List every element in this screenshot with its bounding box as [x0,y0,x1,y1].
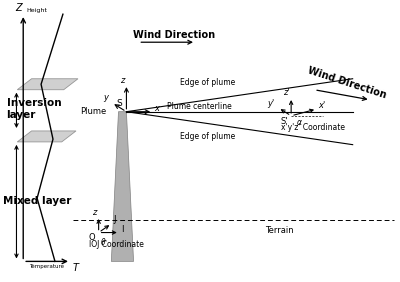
Text: x: x [154,104,159,113]
Text: S: S [117,99,122,108]
Text: O: O [89,233,96,242]
Text: T: T [73,263,79,273]
Text: Terrain: Terrain [265,226,294,235]
Text: Edge of plume: Edge of plume [180,78,236,87]
Text: Wind Direction: Wind Direction [306,65,387,100]
Text: Z: Z [16,3,22,13]
Text: y: y [103,93,108,102]
Text: x'y'z' Coordinate: x'y'z' Coordinate [281,123,345,132]
Text: $\alpha$: $\alpha$ [296,118,303,127]
Text: Plume centerline: Plume centerline [168,102,232,111]
Text: Inversion
layer: Inversion layer [6,98,61,120]
Text: Mixed layer: Mixed layer [3,196,72,206]
Text: I: I [121,225,124,234]
Text: S': S' [280,117,288,126]
Text: J: J [113,215,116,224]
Text: Edge of plume: Edge of plume [180,132,236,141]
Text: $\theta$: $\theta$ [100,236,106,247]
Text: Wind Direction: Wind Direction [133,30,215,40]
Text: Plume: Plume [80,107,106,116]
Text: IOJ Coordinate: IOJ Coordinate [89,240,144,249]
Text: Height: Height [26,8,47,13]
Text: z: z [92,208,97,217]
Polygon shape [17,79,78,90]
Text: y': y' [267,99,274,108]
Polygon shape [111,112,134,261]
Text: z: z [120,76,124,85]
Text: x': x' [318,101,325,110]
Text: Temperature: Temperature [30,264,64,269]
Text: z': z' [282,89,289,98]
Polygon shape [17,131,76,142]
